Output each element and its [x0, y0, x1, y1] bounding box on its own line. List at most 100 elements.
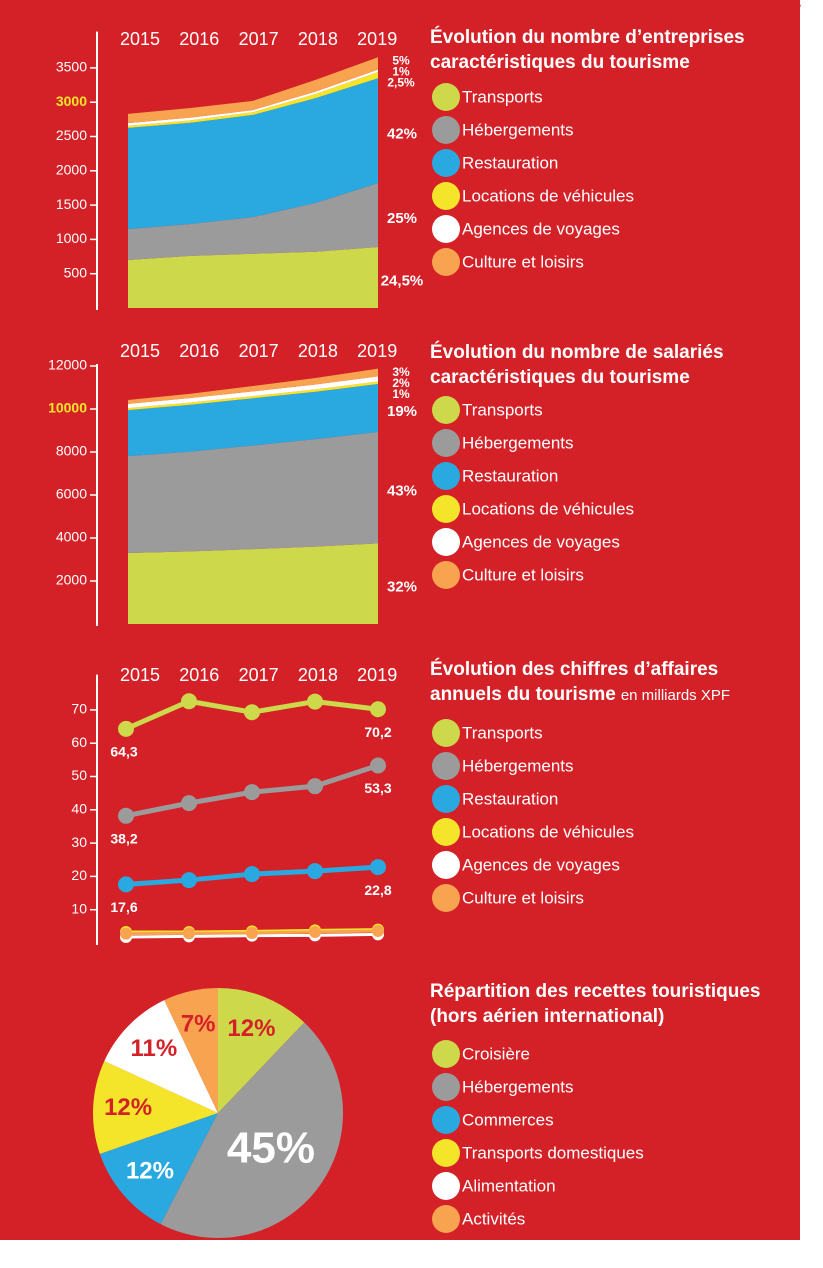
- line-marker: [244, 704, 260, 721]
- legend-swatch: [432, 396, 460, 424]
- line-marker: [120, 927, 132, 940]
- pie-slice: [160, 1022, 343, 1238]
- legend-label: Locations de véhicules: [462, 822, 634, 841]
- area: [128, 376, 378, 409]
- area: [128, 78, 378, 230]
- data-label: 64,3: [110, 744, 137, 760]
- y-tick-label: 60: [71, 734, 87, 750]
- legend-swatch: [432, 1106, 460, 1134]
- pie-slice: [99, 1113, 218, 1225]
- x-tick-label: 2018: [298, 665, 338, 685]
- line-marker: [181, 693, 197, 710]
- legend-swatch: [432, 429, 460, 457]
- pie-slice: [104, 1000, 218, 1113]
- legend-swatch: [432, 1172, 460, 1200]
- legend-swatch: [432, 884, 460, 912]
- line-marker: [307, 863, 323, 880]
- legend-swatch: [432, 495, 460, 523]
- line-marker: [309, 926, 321, 939]
- legend-swatch: [432, 1139, 460, 1167]
- share-label: 43%: [387, 483, 417, 500]
- y-tick-label: 50: [71, 767, 87, 783]
- line-marker: [244, 866, 260, 883]
- x-tick-label: 2016: [179, 665, 219, 685]
- legend-label: Transports: [462, 723, 543, 742]
- legend-swatch: [432, 851, 460, 879]
- area: [128, 543, 378, 624]
- legend-label: Culture et loisirs: [462, 565, 584, 584]
- y-tick-label: 2000: [56, 572, 87, 588]
- share-label: 3%: [392, 365, 410, 379]
- x-tick-label: 2015: [120, 665, 160, 685]
- y-tick-label: 500: [64, 264, 88, 280]
- share-label: 5%: [392, 53, 410, 67]
- legend-label: Croisière: [462, 1044, 530, 1063]
- legend-label: Transports: [462, 87, 543, 106]
- line-marker: [307, 693, 323, 710]
- legend-label: Hébergements: [462, 756, 574, 775]
- y-tick-label: 20: [71, 867, 87, 883]
- legend-swatch: [432, 462, 460, 490]
- y-tick-label: 3000: [56, 93, 87, 109]
- line-marker: [181, 795, 197, 812]
- legend-label: Hébergements: [462, 120, 574, 139]
- x-tick-label: 2015: [120, 29, 160, 49]
- legend-swatch: [432, 719, 460, 747]
- chart-title: Évolution des chiffres d’affaires: [430, 658, 718, 680]
- legend-swatch: [432, 182, 460, 210]
- pie-label: 7%: [181, 1011, 216, 1038]
- legend-swatch: [432, 1205, 460, 1233]
- legend-label: Agences de voyages: [462, 855, 620, 874]
- data-label: 70,2: [364, 724, 391, 740]
- area: [128, 57, 378, 124]
- x-tick-label: 2019: [357, 665, 397, 685]
- legend-label: Locations de véhicules: [462, 186, 634, 205]
- x-tick-label: 2016: [179, 341, 219, 361]
- y-tick-label: 30: [71, 834, 87, 850]
- line-marker: [183, 927, 195, 940]
- area: [128, 381, 378, 411]
- pie-label: 12%: [126, 1157, 174, 1184]
- pie-slice: [218, 988, 305, 1113]
- legend-swatch: [432, 215, 460, 243]
- share-label: 42%: [387, 126, 417, 143]
- line-marker: [181, 872, 197, 889]
- y-tick-label: 2500: [56, 127, 87, 143]
- data-label: 38,2: [110, 830, 137, 846]
- legend-swatch: [432, 83, 460, 111]
- legend-label: Agences de voyages: [462, 532, 620, 551]
- legend-label: Locations de véhicules: [462, 499, 634, 518]
- chart-title: Répartition des recettes touristiques: [430, 981, 760, 1002]
- y-tick-label: 70: [71, 701, 87, 717]
- area: [128, 368, 378, 404]
- line-marker: [370, 757, 386, 774]
- y-tick-label: 40: [71, 801, 87, 817]
- x-tick-label: 2015: [120, 341, 160, 361]
- x-tick-label: 2017: [239, 29, 279, 49]
- x-tick-label: 2017: [239, 341, 279, 361]
- legend-swatch: [432, 752, 460, 780]
- chart-title: (hors aérien international): [430, 1006, 664, 1027]
- legend-swatch: [432, 248, 460, 276]
- pie-label: 12%: [227, 1015, 275, 1042]
- share-label: 1%: [392, 64, 410, 78]
- legend-label: Hébergements: [462, 1077, 574, 1096]
- y-tick-label: 3500: [56, 59, 87, 75]
- x-tick-label: 2018: [298, 29, 338, 49]
- pie-slice: [164, 988, 218, 1113]
- legend-swatch: [432, 1040, 460, 1068]
- area: [128, 384, 378, 457]
- legend-label: Commerces: [462, 1110, 554, 1129]
- line-marker: [118, 807, 134, 824]
- share-label: 32%: [387, 579, 417, 596]
- y-tick-label: 6000: [56, 486, 87, 502]
- line-marker: [246, 927, 258, 940]
- y-tick-label: 4000: [56, 529, 87, 545]
- legend-label: Transports domestiques: [462, 1143, 644, 1162]
- legend-label: Restauration: [462, 789, 558, 808]
- line-marker: [372, 925, 384, 938]
- legend-label: Activités: [462, 1209, 525, 1228]
- legend-label: Culture et loisirs: [462, 888, 584, 907]
- area: [128, 246, 378, 308]
- chart-title: Évolution du nombre de salariés: [430, 341, 724, 363]
